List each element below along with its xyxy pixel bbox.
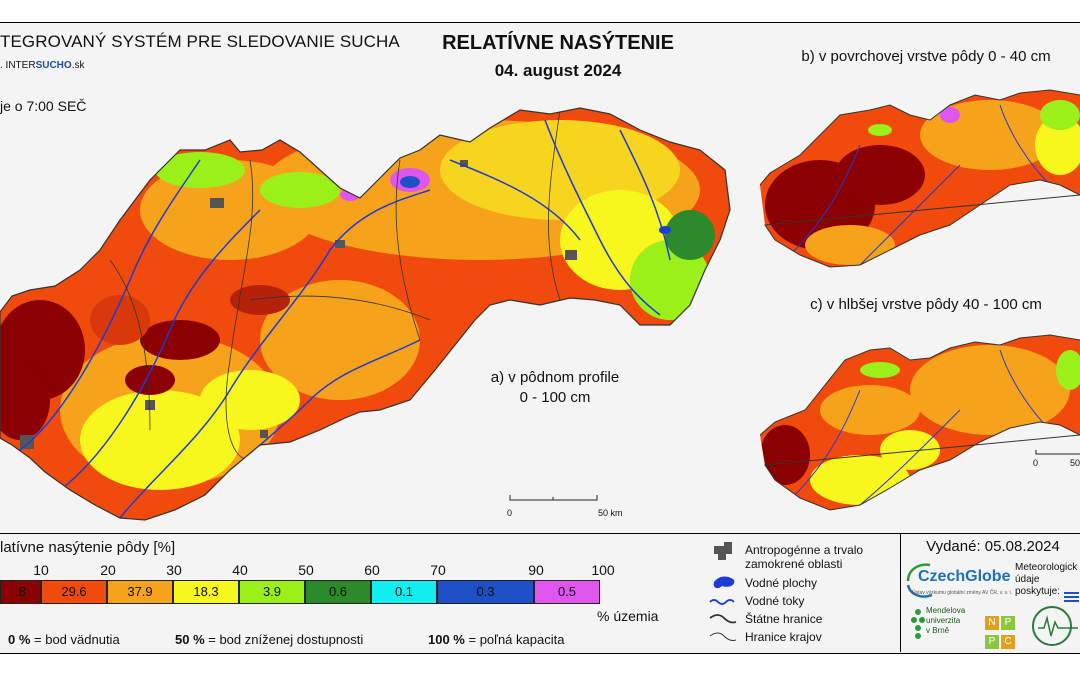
czechglobe-logo xyxy=(906,563,933,598)
legend-tick-10: 10 xyxy=(33,562,49,578)
map-date: 04. august 2024 xyxy=(494,61,622,80)
top-map-label: b) v povrchovej vrstve pôdy 0 - 40 cm xyxy=(801,48,1051,65)
czechglobe-sub: Ústav výzkumu globální změny AV ČR, v. v… xyxy=(912,590,1013,596)
state-border-icon xyxy=(709,614,737,624)
water-bodies-label: Vodné plochy xyxy=(745,576,818,590)
legend-tick-50: 50 xyxy=(298,562,314,578)
system-title: TEGROVANÝ SYSTÉM PRE SLEDOVANIE SUCHA xyxy=(0,32,400,51)
legend-tick-30: 30 xyxy=(166,562,182,578)
region-border-label: Hranice krajov xyxy=(745,630,822,644)
legend-tick-90: 90 xyxy=(528,562,544,578)
note-capacity: 100 % = poľná kapacita xyxy=(428,632,565,647)
legend-tick-20: 20 xyxy=(100,562,116,578)
main-map xyxy=(0,107,731,521)
bottom-small-map xyxy=(760,334,1080,511)
water-body-icon xyxy=(713,576,735,589)
urban-area-icon xyxy=(714,542,732,560)
state-border-label: Štátne hranice xyxy=(745,612,823,626)
meteo-logo-icon xyxy=(1064,592,1079,602)
legend-class-2: 37.9 xyxy=(107,580,173,604)
czechglobe-name: CzechGlobe xyxy=(918,568,1011,585)
legend-class-8: 0.5 xyxy=(534,580,600,604)
region-border-icon xyxy=(709,632,737,641)
legend-class-3: 18.3 xyxy=(173,580,239,604)
org-logo: . INTERSUCHO.sk xyxy=(0,60,85,71)
note-reduced: 50 % = bod zníženej dostupnosti xyxy=(175,632,364,647)
legend-class-1: 29.6 xyxy=(41,580,107,604)
symbol-icons xyxy=(709,542,737,641)
small-scale-end: 50 xyxy=(1070,458,1080,468)
main-map-label: a) v pôdnom profile 0 - 100 cm xyxy=(490,369,620,406)
legend-tick-60: 60 xyxy=(364,562,380,578)
note-wilting: 0 % = bod vädnutia xyxy=(8,632,120,647)
legend-class-4: 3.9 xyxy=(239,580,305,604)
credits-separator xyxy=(900,533,901,652)
legend-class-5: 0.6 xyxy=(305,580,371,604)
legend-tick-70: 70 xyxy=(430,562,446,578)
mendel-logo-icon xyxy=(911,609,925,639)
legend-class-6: 0.1 xyxy=(371,580,437,604)
legend-tick-40: 40 xyxy=(232,562,248,578)
legend-pct-label: % územia xyxy=(597,608,659,624)
issued-date: Vydané: 05.08.2024 xyxy=(926,538,1060,555)
legend-separator xyxy=(0,533,1080,534)
urban-label: Antropogénne a trvalo zamokrené oblasti xyxy=(745,543,864,571)
legend-title: latívne nasýtenie pôdy [%] xyxy=(0,539,176,556)
legend-tick-100: 100 xyxy=(591,562,615,578)
legend-class-7: 0.3 xyxy=(437,580,534,604)
main-title: RELATÍVNE NASÝTENIE xyxy=(442,32,674,54)
bottom-map-label: c) v hlbšej vrstve pôdy 40 - 100 cm xyxy=(810,296,1042,313)
main-scale-zero: 0 xyxy=(507,508,513,518)
ustav-logo-icon xyxy=(1032,606,1078,646)
main-scale-end: 50 km xyxy=(598,508,623,518)
mendel-university: Mendelova univerzita v Brně xyxy=(926,606,966,635)
legend-class-0: .8 xyxy=(0,580,41,604)
top-small-map xyxy=(760,89,1080,268)
meteo-provider: Meteorologick údaje poskytuje: xyxy=(1015,562,1078,597)
time-note: je o 7:00 SEČ xyxy=(0,98,87,114)
river-icon xyxy=(709,599,735,605)
small-scale-zero: 0 xyxy=(1033,458,1039,468)
rivers-label: Vodné toky xyxy=(745,594,805,608)
